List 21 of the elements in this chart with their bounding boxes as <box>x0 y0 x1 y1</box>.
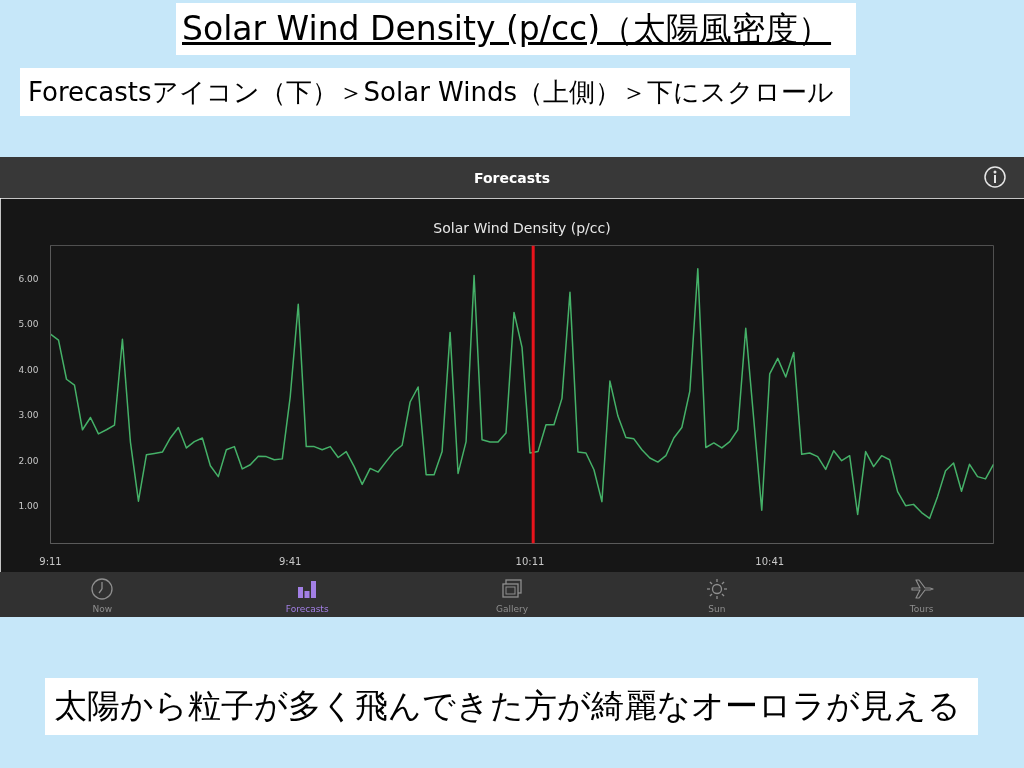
y-tick-label: 3.00 <box>18 410 39 421</box>
text: Tours <box>909 603 934 615</box>
x-tick-label: 9:11 <box>39 555 62 567</box>
x-tick-label: 9:41 <box>279 555 302 567</box>
line-series <box>50 267 994 520</box>
chart-title: Solar Wind Density (p/cc)（太陽風密度） <box>182 8 832 50</box>
y-tick-label: 2.00 <box>18 455 39 466</box>
text: Forecasts <box>473 168 551 188</box>
chart-subtitle: Forecastsアイコン（下）＞Solar Winds（上側）＞下にスクロール <box>28 76 834 109</box>
y-tick-label: 5.00 <box>18 319 39 330</box>
y-tick-label: 1.00 <box>18 501 39 512</box>
text: Sun <box>708 603 726 615</box>
text: Solar Wind Density (p/cc) <box>433 219 611 236</box>
x-tick-label: 10:41 <box>755 555 785 567</box>
text: Forecasts <box>285 603 329 615</box>
text: Now <box>92 603 113 615</box>
text: Gallery <box>495 603 529 615</box>
y-tick-label: 4.00 <box>18 364 39 375</box>
text: 太陽から粒子が多く飛んできた方が綺麗なオーロラが見える <box>54 685 961 727</box>
y-tick-label: 6.00 <box>18 273 39 284</box>
x-tick-label: 10:11 <box>515 555 545 567</box>
